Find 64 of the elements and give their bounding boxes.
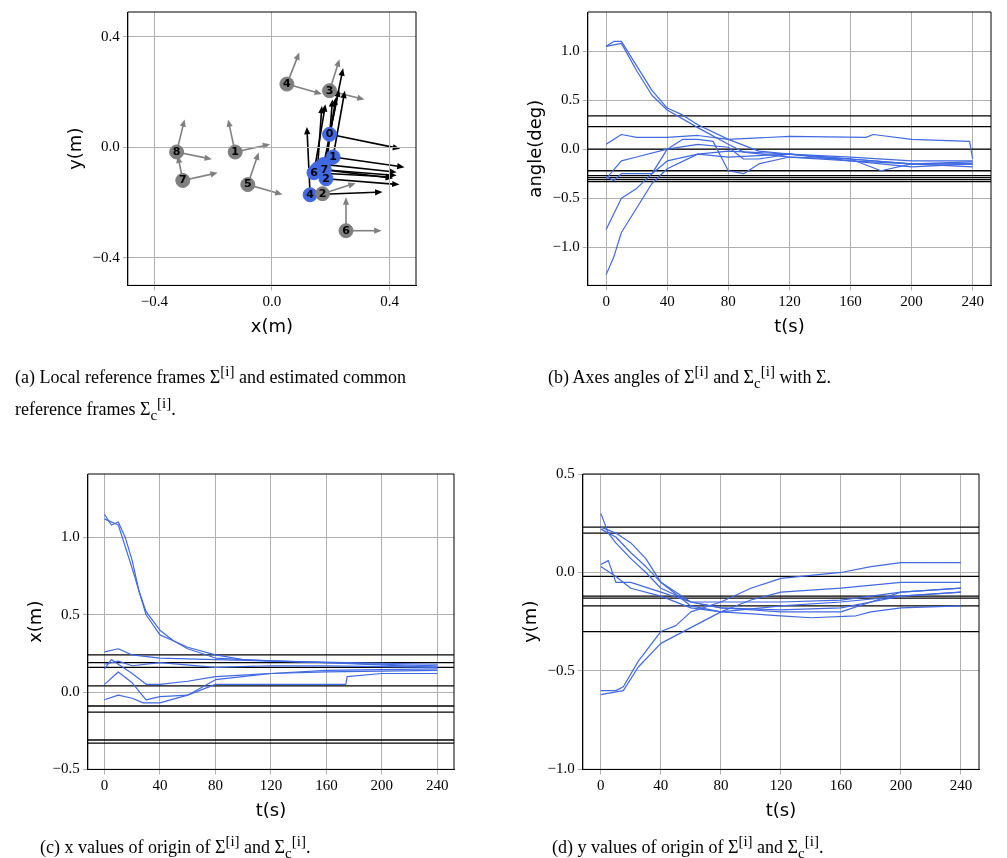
y-tick-label: 1.0 bbox=[561, 42, 580, 59]
x-tick-label: 0 bbox=[100, 777, 109, 794]
y-axis-title: angle(deg) bbox=[524, 99, 546, 198]
text: (b) Axes angles of Σ$^{[i]}$ and Σ$_{c}$$^{[i]}$ with Σ. bbox=[548, 362, 832, 393]
y-tick-label: 0.0 bbox=[61, 683, 80, 700]
x-tick-label: 120 bbox=[778, 293, 801, 310]
y-tick-label: −0.5 bbox=[552, 189, 580, 206]
annotation: 4 bbox=[306, 187, 315, 201]
y-tick-label: 1.0 bbox=[61, 528, 80, 545]
y-tick-label: −0.5 bbox=[547, 661, 575, 678]
x-tick-label: 0.4 bbox=[380, 293, 400, 310]
annotation: 5 bbox=[243, 177, 252, 191]
text: (d) y values of origin of Σ$^{[i]}$ and Σ$_{c}$$^{[i]}$. bbox=[552, 832, 825, 858]
y-tick-label: 0.5 bbox=[61, 605, 80, 622]
annotation: 3 bbox=[325, 83, 334, 97]
annotation: 7 bbox=[178, 173, 187, 187]
annotation: 4 bbox=[283, 76, 292, 90]
x-tick-label: 120 bbox=[769, 777, 793, 794]
x-axis-title: t(s) bbox=[255, 798, 287, 820]
x-tick-label: 0 bbox=[597, 777, 605, 794]
annotation: 1 bbox=[329, 149, 337, 163]
x-tick-label: 200 bbox=[900, 293, 923, 310]
annotation: 1 bbox=[231, 144, 239, 158]
x-tick-label: 80 bbox=[207, 777, 223, 794]
y-tick-label: 0.5 bbox=[556, 464, 575, 481]
annotation: 6 bbox=[342, 223, 351, 237]
x-tick-label: 240 bbox=[961, 293, 984, 310]
y-axis-title: y(m) bbox=[519, 600, 541, 643]
x-tick-label: 0.0 bbox=[262, 293, 282, 310]
x-axis-title: x(m) bbox=[250, 314, 294, 336]
annotation: 8 bbox=[172, 144, 181, 158]
x-tick-label: 40 bbox=[659, 293, 675, 310]
y-tick-label: −1.0 bbox=[552, 238, 580, 255]
y-tick-label: −0.5 bbox=[52, 760, 80, 777]
x-tick-label: 0 bbox=[602, 293, 610, 310]
x-tick-label: 200 bbox=[370, 777, 394, 794]
annotation: 2 bbox=[318, 186, 327, 200]
y-axis-title: x(m) bbox=[24, 600, 46, 643]
x-tick-label: 80 bbox=[713, 777, 729, 794]
text: (a) Local reference frames Σ$^{[i]}$ and estimated common reference frames Σ$_{c}$$^{[i]}$. bbox=[15, 363, 406, 423]
annotation: 6 bbox=[310, 165, 319, 179]
y-axis-title: y(m) bbox=[64, 127, 86, 170]
y-tick-label: 0.5 bbox=[561, 91, 580, 108]
annotation: 0 bbox=[325, 127, 334, 141]
x-tick-label: 240 bbox=[426, 777, 449, 794]
y-tick-label: −0.4 bbox=[92, 248, 121, 265]
x-axis-title: t(s) bbox=[765, 798, 797, 820]
x-tick-label: 80 bbox=[720, 293, 736, 310]
y-tick-label: 0.0 bbox=[101, 138, 120, 155]
x-tick-label: 40 bbox=[152, 777, 168, 794]
x-tick-label: 40 bbox=[653, 777, 669, 794]
y-tick-label: 0.0 bbox=[556, 563, 575, 580]
x-tick-label: 160 bbox=[829, 777, 853, 794]
x-tick-label: 160 bbox=[839, 293, 862, 310]
text: (c) x values of origin of Σ$^{[i]}$ and Σ$_{c}$$^{[i]}$. bbox=[40, 832, 312, 858]
y-tick-label: −1.0 bbox=[547, 760, 575, 777]
x-tick-label: 200 bbox=[889, 777, 913, 794]
x-tick-label: 240 bbox=[949, 777, 973, 794]
y-tick-label: 0.4 bbox=[101, 27, 121, 44]
y-tick-label: 0.0 bbox=[561, 140, 580, 157]
x-axis-title: t(s) bbox=[774, 314, 805, 336]
x-tick-label: −0.4 bbox=[140, 293, 169, 310]
x-tick-label: 120 bbox=[259, 777, 283, 794]
x-tick-label: 160 bbox=[315, 777, 338, 794]
